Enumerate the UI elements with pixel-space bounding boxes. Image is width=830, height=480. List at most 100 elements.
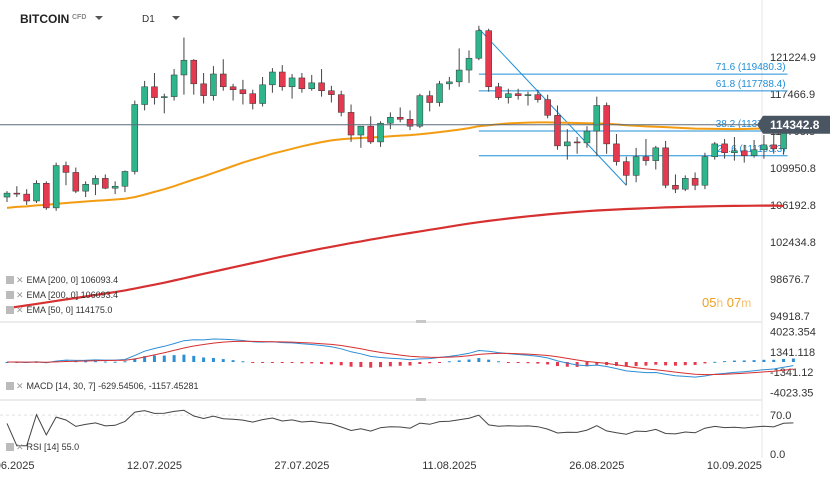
indicator-icon xyxy=(6,291,14,299)
last-price-tag-label: 114342.8 xyxy=(770,118,820,132)
candle-body xyxy=(524,94,532,96)
date-tick-label: 27.07.2025 xyxy=(274,460,329,472)
macd-histogram-bar xyxy=(152,355,156,362)
macd-histogram-bar xyxy=(84,361,88,363)
candle-body xyxy=(564,141,571,147)
rsi-tick-label: 70.0 xyxy=(770,410,791,422)
timeframe-label[interactable]: D1 xyxy=(142,14,155,25)
legend-rsi[interactable]: ✕ RSI [14] 55.0 xyxy=(6,442,79,453)
pane-resize-handle xyxy=(416,320,426,323)
candle-body xyxy=(396,117,404,120)
macd-histogram-bar xyxy=(664,362,668,366)
macd-histogram-bar xyxy=(575,362,579,367)
macd-histogram-bar xyxy=(388,362,392,367)
macd-histogram-bar xyxy=(143,356,147,362)
macd-histogram-bar xyxy=(359,362,363,368)
ema50-line xyxy=(6,121,784,209)
macd-histogram-bar xyxy=(772,359,776,362)
candle-body xyxy=(3,192,11,198)
ema200-line xyxy=(6,204,784,310)
candle-body xyxy=(554,115,561,147)
candle-body xyxy=(613,143,620,162)
date-tick-label: 11.08.2025 xyxy=(422,460,476,472)
legend-ema50[interactable]: ✕ EMA [50, 0] 114175.0 xyxy=(6,305,112,316)
macd-histogram-bar xyxy=(457,360,461,362)
macd-histogram-bar xyxy=(329,362,333,365)
date-tick-label: 10.09.2025 xyxy=(707,460,762,472)
macd-histogram-bar xyxy=(133,358,137,362)
candle-body xyxy=(239,89,247,94)
macd-histogram-bar xyxy=(408,362,412,366)
candle-body xyxy=(465,57,473,71)
macd-histogram-bar xyxy=(113,361,117,363)
countdown-hours-unit: h xyxy=(716,296,724,310)
candle-body xyxy=(711,143,719,157)
candle-body xyxy=(13,192,21,195)
candle-countdown: 05h 07m xyxy=(702,295,751,310)
candle-body xyxy=(102,178,109,189)
candle-body xyxy=(121,171,129,187)
chart-toolbar: BITCOIN CFD D1 xyxy=(0,0,320,34)
price-tick-label: 109950.8 xyxy=(770,163,816,175)
candle-body xyxy=(514,93,522,96)
macd-histogram-bar xyxy=(782,359,786,362)
candle-body xyxy=(82,184,89,192)
macd-histogram-bar xyxy=(438,362,442,363)
macd-histogram-bar xyxy=(428,362,432,364)
candle-body xyxy=(72,172,80,192)
macd-histogram-bar xyxy=(349,362,353,367)
timeframe-dropdown-icon[interactable] xyxy=(172,16,180,20)
candle-body xyxy=(111,185,119,189)
candle-body xyxy=(52,165,60,209)
indicator-icon xyxy=(6,443,14,451)
macd-histogram-bar xyxy=(752,360,756,362)
last-price-tag-arrow xyxy=(757,115,763,134)
candle-body xyxy=(446,81,453,85)
rsi-tick-label: 0.0 xyxy=(770,449,785,461)
macd-histogram-bar xyxy=(418,362,422,364)
macd-histogram-bar xyxy=(162,355,166,362)
rsi-line xyxy=(6,409,794,447)
legend-text: EMA [50, 0] 114175.0 xyxy=(26,305,113,315)
macd-histogram-bar xyxy=(565,362,569,367)
macd-histogram-bar xyxy=(506,362,510,363)
remove-indicator-icon[interactable]: ✕ xyxy=(16,305,24,315)
cfd-badge: CFD xyxy=(72,14,87,21)
candle-body xyxy=(573,141,581,144)
remove-indicator-icon[interactable]: ✕ xyxy=(16,275,24,285)
legend-ema200-b[interactable]: ✕ EMA [200, 0] 106093.4 xyxy=(6,290,118,301)
countdown-hours: 05 xyxy=(702,295,717,310)
remove-indicator-icon[interactable]: ✕ xyxy=(16,381,24,391)
macd-histogram-bar xyxy=(379,362,383,368)
legend-ema200-a[interactable]: ✕ EMA [200, 0] 106093.4 xyxy=(6,275,118,286)
symbol-dropdown-icon[interactable] xyxy=(95,16,103,20)
remove-indicator-icon[interactable]: ✕ xyxy=(16,290,24,300)
macd-histogram-bar xyxy=(192,355,196,362)
candle-body xyxy=(691,178,699,186)
candle-body xyxy=(731,150,738,153)
macd-histogram-bar xyxy=(585,362,589,367)
remove-indicator-icon[interactable]: ✕ xyxy=(16,442,24,452)
legend-macd[interactable]: ✕ MACD [14, 30, 7] -629.54506, -1157.4528… xyxy=(6,381,199,392)
candle-body xyxy=(170,74,178,97)
macd-histogram-bar xyxy=(487,359,491,362)
macd-tick-label: -4023.35 xyxy=(770,387,813,399)
candle-body xyxy=(141,86,148,105)
candle-body xyxy=(210,73,217,96)
macd-tick-label: 1341.118 xyxy=(770,347,815,359)
candle-body xyxy=(278,71,286,88)
candle-body xyxy=(623,161,630,176)
candle-body xyxy=(642,156,650,161)
symbol-label[interactable]: BITCOIN xyxy=(20,12,70,26)
date-tick-label: 26.08.2025 xyxy=(569,460,624,472)
macd-tick-label: 4023.354 xyxy=(770,327,816,339)
countdown-minutes: 07 xyxy=(726,295,742,310)
macd-histogram-bar xyxy=(644,362,648,366)
macd-histogram-bar xyxy=(477,358,481,362)
candle-body xyxy=(220,73,227,88)
candle-body xyxy=(544,99,551,116)
macd-histogram-bar xyxy=(555,362,559,367)
candle-body xyxy=(387,117,394,124)
